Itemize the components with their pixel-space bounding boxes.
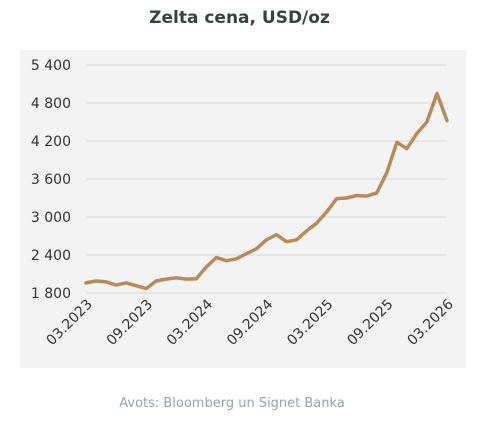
y-tick-label: 2 400 — [31, 248, 71, 264]
data-point — [175, 276, 178, 279]
x-tick-label: 03.2026 — [405, 296, 457, 348]
data-point — [395, 141, 399, 144]
gridlines — [86, 64, 447, 294]
data-point — [94, 279, 98, 283]
y-tick-label: 3 000 — [31, 210, 71, 226]
data-point — [275, 233, 278, 236]
x-axis-ticks: 03.2023 09.2023 03.2024 09.2024 03.2025 09.20… — [44, 296, 457, 348]
data-point — [255, 247, 258, 250]
data-point — [445, 119, 449, 122]
data-point — [335, 197, 338, 200]
data-point — [405, 147, 409, 150]
data-point — [104, 280, 108, 284]
data-point — [114, 283, 118, 287]
data-point — [134, 284, 138, 287]
data-point — [225, 259, 228, 262]
data-point — [215, 256, 218, 259]
data-point — [124, 281, 128, 285]
data-point — [185, 277, 188, 281]
data-point — [295, 238, 298, 241]
data-point — [195, 277, 198, 280]
data-point — [165, 277, 168, 281]
gold-price-line — [84, 91, 449, 291]
data-point — [305, 229, 308, 233]
x-tick-label: 03.2023 — [44, 297, 96, 349]
data-point — [285, 240, 288, 243]
source-note: Avots: Bloomberg un Signet Banka — [119, 396, 345, 411]
data-point — [325, 210, 328, 214]
data-point — [415, 132, 419, 135]
series-layer — [84, 91, 449, 291]
data-point — [375, 191, 378, 195]
data-point — [355, 194, 358, 197]
data-point — [155, 279, 158, 283]
y-tick-label: 4 800 — [31, 96, 71, 112]
data-point — [235, 257, 238, 260]
data-point — [265, 238, 268, 241]
chart-title: Zelta cena, USD/oz — [149, 8, 330, 28]
x-tick-label: 03.2024 — [164, 296, 216, 348]
x-tick-label: 09.2025 — [344, 297, 396, 349]
y-tick-label: 4 200 — [31, 134, 71, 150]
y-tick-label: 5 400 — [31, 58, 71, 74]
data-point — [84, 281, 88, 285]
x-tick-label: 03.2025 — [284, 297, 336, 349]
x-tick-label: 09.2023 — [104, 297, 156, 349]
data-point — [365, 194, 368, 198]
data-point — [145, 287, 148, 290]
data-point — [245, 252, 248, 255]
y-tick-label: 1 800 — [31, 286, 71, 302]
y-tick-label: 3 600 — [31, 172, 71, 188]
data-point — [345, 196, 348, 200]
data-point — [385, 171, 388, 174]
y-axis-ticks: 1 800 2 400 3 000 3 600 4 200 4 800 5 400 — [31, 58, 71, 302]
data-point — [425, 120, 429, 124]
gold-price-chart: 1 800 2 400 3 000 3 600 4 200 4 800 5 400 03.2… — [31, 58, 457, 349]
data-point — [205, 265, 208, 269]
data-point — [315, 222, 318, 225]
x-tick-label: 09.2024 — [224, 296, 276, 348]
data-point — [435, 92, 439, 95]
